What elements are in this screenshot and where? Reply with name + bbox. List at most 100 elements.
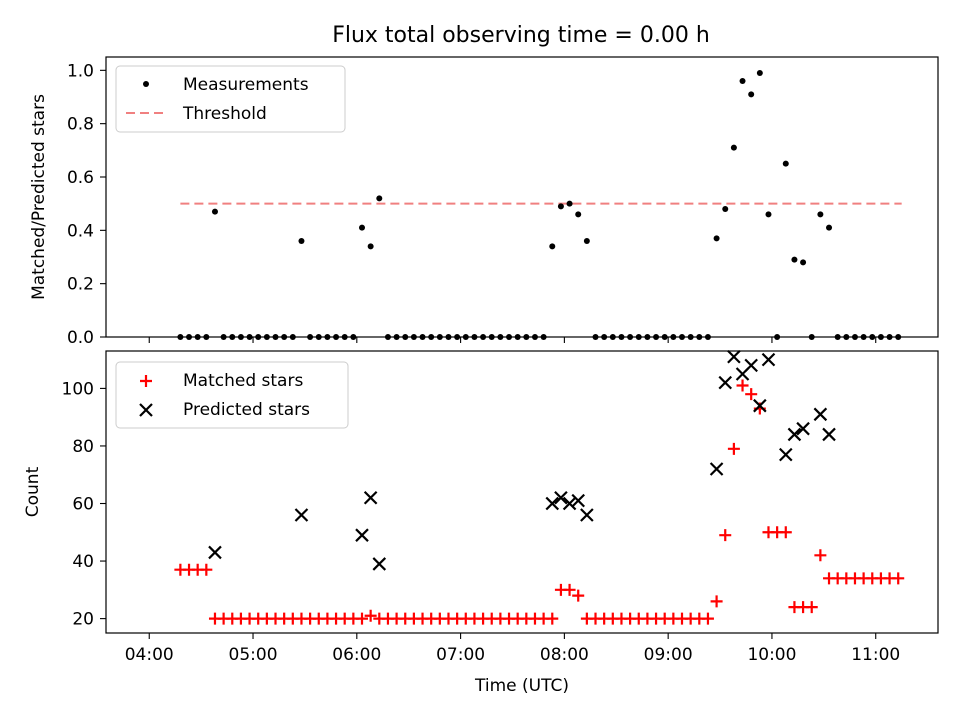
matched-star-point — [364, 609, 377, 622]
legend-measurement-marker — [143, 81, 149, 87]
measurement-point — [497, 334, 504, 340]
measurement-point — [687, 334, 694, 340]
top-y-axis-label: Matched/Predicted stars — [29, 94, 49, 300]
measurement-point — [800, 259, 807, 266]
measurement-point — [834, 334, 841, 340]
legend-matched-marker — [140, 375, 152, 387]
measurement-point — [393, 334, 400, 340]
measurement-point — [211, 208, 218, 215]
measurement-point — [549, 243, 556, 250]
y-tick-label: 60 — [72, 495, 94, 515]
measurement-point — [618, 334, 625, 340]
predicted-star-point — [761, 352, 776, 367]
predicted-star-point — [554, 490, 568, 505]
predicted-star-point — [545, 496, 560, 511]
legend-predicted-marker — [139, 403, 153, 417]
predicted-star-point — [744, 358, 758, 373]
measurement-point — [384, 334, 391, 340]
measurement-point — [748, 91, 755, 98]
y-tick-label: 40 — [72, 552, 94, 572]
predicted-star-point — [753, 398, 767, 413]
x-tick-label: 06:00 — [332, 645, 381, 665]
measurement-point — [826, 224, 833, 231]
matched-star-point — [814, 549, 827, 562]
measurement-point — [739, 78, 746, 84]
measurement-point — [454, 334, 461, 340]
predicted-star-point — [796, 421, 810, 436]
measurement-point — [419, 334, 426, 340]
legend-predicted-label: Predicted stars — [183, 400, 310, 420]
predicted-star-point — [580, 508, 594, 522]
predicted-star-point — [709, 462, 724, 476]
measurement-point — [843, 334, 850, 340]
y-tick-label: 0.4 — [67, 221, 94, 241]
measurement-point — [445, 334, 452, 340]
measurement-point — [186, 334, 193, 340]
measurement-point — [557, 203, 564, 210]
y-tick-label: 0.0 — [67, 328, 94, 348]
measurement-point — [644, 334, 651, 340]
measurement-point — [756, 70, 763, 76]
predicted-star-point — [787, 427, 802, 442]
measurement-point — [774, 334, 781, 340]
matched-star-point — [546, 612, 559, 625]
legend-threshold-label: Threshold — [182, 104, 267, 124]
measurement-point — [194, 334, 201, 340]
matched-star-point — [572, 589, 585, 602]
x-tick-label: 11:00 — [851, 645, 900, 665]
measurement-point — [410, 334, 417, 340]
measurement-point — [333, 334, 340, 340]
y-tick-label: 80 — [72, 437, 94, 457]
predicted-star-point — [779, 447, 793, 462]
measurement-point — [281, 334, 288, 340]
y-tick-label: 1.0 — [67, 61, 94, 81]
measurement-point — [540, 334, 547, 340]
measurement-point — [506, 334, 513, 340]
bottom-legend: Matched stars Predicted stars — [115, 361, 349, 429]
measurement-point — [488, 334, 495, 340]
measurement-point — [324, 334, 331, 340]
x-tick-label: 05:00 — [229, 645, 278, 665]
x-tick-label: 09:00 — [644, 645, 693, 665]
measurement-point — [601, 334, 608, 340]
matched-star-point — [701, 612, 714, 625]
measurement-point — [315, 334, 322, 340]
measurement-point — [704, 334, 711, 340]
matched-star-point — [736, 379, 749, 392]
measurement-point — [661, 334, 668, 340]
predicted-star-point — [208, 545, 222, 560]
measurement-point — [808, 334, 815, 340]
legend-matched-label: Matched stars — [183, 371, 303, 391]
measurement-point — [575, 211, 582, 218]
measurement-point — [350, 334, 357, 340]
measurement-point — [229, 334, 236, 340]
measurement-point — [653, 334, 660, 340]
measurement-point — [359, 224, 365, 231]
measurement-point — [877, 334, 884, 340]
measurement-point — [609, 334, 616, 340]
predicted-star-point — [294, 508, 309, 522]
y-tick-label: 100 — [62, 379, 94, 399]
measurement-point — [272, 334, 279, 340]
measurement-point — [851, 334, 858, 340]
measurement-point — [860, 334, 867, 340]
measurement-point — [523, 334, 530, 340]
measurement-point — [237, 334, 244, 340]
predicted-star-point — [363, 490, 378, 505]
measurement-point — [895, 334, 902, 340]
measurement-point — [246, 334, 253, 340]
bottom-panel: 20 40 60 80 100 04:00 05:00 06:00 07:00 08:00 09:0… — [23, 349, 939, 696]
measurement-point — [531, 334, 538, 340]
measurement-point — [177, 334, 184, 340]
x-tick-label: 07:00 — [436, 645, 485, 665]
measurement-point — [471, 334, 478, 340]
matched-star-point — [719, 529, 732, 542]
predicted-star-point — [813, 407, 828, 422]
matched-star-point — [805, 601, 818, 614]
measurement-point — [869, 334, 876, 340]
measurement-point — [592, 334, 599, 340]
x-tick-label: 10:00 — [747, 645, 796, 665]
measurement-point — [480, 334, 487, 340]
predicted-star-point — [355, 528, 369, 542]
